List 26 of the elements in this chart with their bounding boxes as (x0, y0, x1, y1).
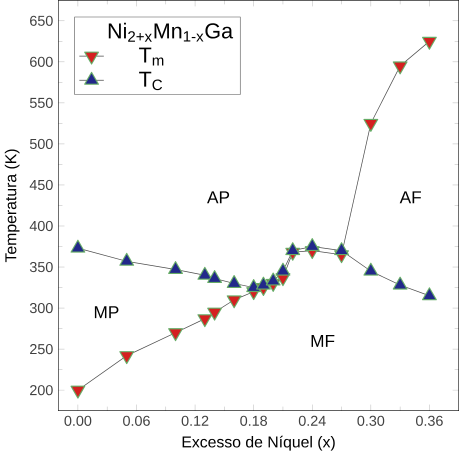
x-tick-label: 0.24 (298, 416, 326, 426)
y-tick-label: 600 (30, 56, 53, 67)
annotation: MF (312, 334, 334, 347)
y-tick-label: 550 (30, 98, 53, 108)
annotation: MP (94, 306, 118, 318)
y-tick-label: 650 (30, 16, 53, 26)
x-tick-label: 0.30 (357, 416, 384, 426)
legend-label: T$_{C}$ (139, 72, 162, 90)
y-tick-label: 450 (30, 180, 53, 190)
y-tick-label: 350 (30, 262, 53, 272)
legend-label: T$_{m}$ (139, 47, 164, 66)
x-tick-label: 0.36 (416, 416, 443, 426)
annotation: AF (400, 191, 421, 203)
x-tick-label: 0.00 (64, 416, 92, 426)
x-tick-label: 0.06 (123, 416, 150, 426)
y-tick-label: 300 (30, 302, 53, 313)
x-tick-label: 0.18 (240, 416, 267, 426)
y-tick-label: 250 (30, 344, 53, 354)
y-tick-label: 500 (30, 138, 53, 149)
annotation: AP (207, 191, 230, 203)
legend-title: Ni$_{2+x}$Mn$_{1-x}$Ga (108, 22, 234, 42)
x-tick-label: 0.12 (182, 416, 208, 426)
y-axis-title: Temperatura (K) (4, 149, 20, 262)
x-axis-title: Excesso de Níquel (x) (182, 436, 335, 450)
y-tick-label: 200 (30, 384, 53, 396)
y-tick-label: 400 (30, 220, 53, 231)
